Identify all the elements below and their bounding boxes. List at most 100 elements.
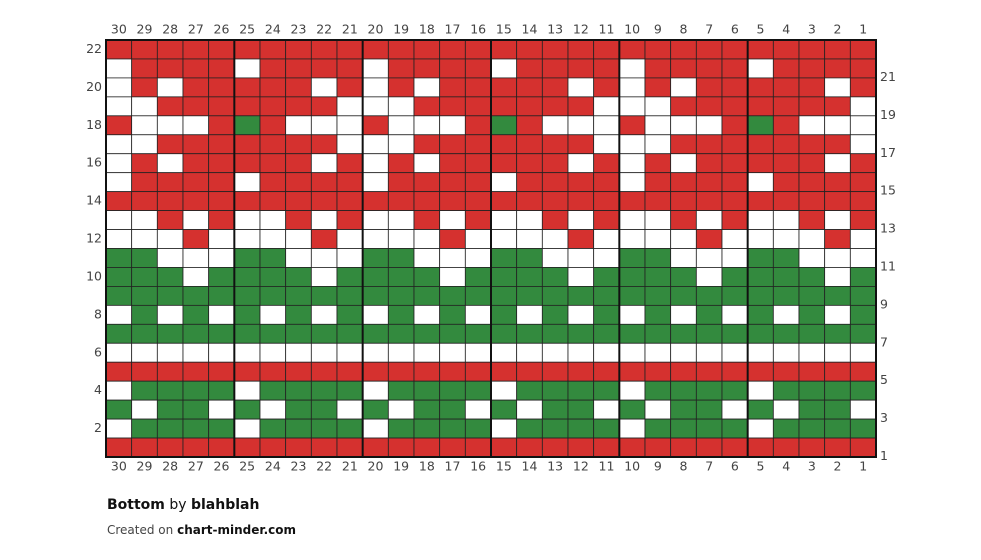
stitch-cell xyxy=(105,304,133,325)
stitch-cell xyxy=(413,153,441,174)
stitch-cell xyxy=(208,248,235,268)
stitch-cell xyxy=(695,115,723,136)
stitch-cell xyxy=(105,267,133,287)
stitch-cell xyxy=(618,96,646,117)
stitch-cell xyxy=(310,191,338,211)
column-number-bottom: 14 xyxy=(522,459,538,474)
stitch-cell xyxy=(593,115,620,136)
stitch-cell xyxy=(516,229,543,249)
stitch-cell xyxy=(721,361,749,382)
row-number: 3 xyxy=(880,410,888,425)
stitch-cell xyxy=(362,115,389,136)
stitch-cell xyxy=(670,96,697,117)
stitch-cell xyxy=(285,210,312,230)
stitch-cell xyxy=(721,191,749,211)
stitch-cell xyxy=(259,323,287,344)
stitch-cell xyxy=(464,437,492,458)
stitch-cell xyxy=(849,248,877,268)
stitch-cell xyxy=(490,286,518,306)
column-number-bottom: 17 xyxy=(445,459,461,474)
stitch-cell xyxy=(618,172,646,193)
stitch-cell xyxy=(208,77,235,98)
stitch-cell xyxy=(849,229,877,249)
stitch-cell xyxy=(772,323,800,344)
stitch-cell xyxy=(798,342,826,363)
stitch-cell xyxy=(208,323,235,344)
stitch-cell xyxy=(772,286,800,306)
column-number-top: 19 xyxy=(393,22,409,37)
column-number-top: 15 xyxy=(496,22,512,37)
stitch-cell xyxy=(747,323,774,344)
stitch-cell xyxy=(490,361,518,382)
stitch-cell xyxy=(156,361,184,382)
stitch-cell xyxy=(593,342,620,363)
row-number: 2 xyxy=(94,420,102,435)
stitch-cell xyxy=(310,323,338,344)
stitch-cell xyxy=(259,342,287,363)
stitch-cell xyxy=(310,380,338,401)
stitch-cell xyxy=(798,380,826,401)
stitch-cell xyxy=(824,229,851,249)
column-number-bottom: 2 xyxy=(834,459,842,474)
stitch-cell xyxy=(644,304,672,325)
column-number-bottom: 26 xyxy=(214,459,230,474)
stitch-cell xyxy=(182,229,210,249)
stitch-cell xyxy=(413,58,441,79)
stitch-cell xyxy=(670,153,697,174)
stitch-cell xyxy=(721,96,749,117)
stitch-cell xyxy=(618,248,646,268)
stitch-cell xyxy=(233,361,261,382)
stitch-cell xyxy=(516,172,543,193)
stitch-cell xyxy=(208,286,235,306)
stitch-cell xyxy=(182,399,210,420)
column-number-bottom: 27 xyxy=(188,459,204,474)
stitch-cell xyxy=(670,418,697,439)
stitch-cell xyxy=(593,77,620,98)
stitch-cell xyxy=(156,115,184,136)
stitch-cell xyxy=(208,96,235,117)
stitch-cell xyxy=(105,399,133,420)
stitch-cell xyxy=(644,248,672,268)
stitch-cell xyxy=(798,39,826,60)
row-number: 5 xyxy=(880,372,888,387)
stitch-cell xyxy=(182,248,210,268)
stitch-cell xyxy=(516,361,543,382)
stitch-cell xyxy=(593,399,620,420)
stitch-cell xyxy=(747,229,774,249)
row-number: 17 xyxy=(880,145,896,160)
stitch-cell xyxy=(233,229,261,249)
stitch-cell xyxy=(310,304,338,325)
stitch-cell xyxy=(824,437,851,458)
stitch-cell xyxy=(310,153,338,174)
stitch-cell xyxy=(259,286,287,306)
stitch-cell xyxy=(618,115,646,136)
site-link[interactable]: chart-minder.com xyxy=(177,523,296,537)
stitch-cell xyxy=(387,248,415,268)
stitch-cell xyxy=(824,304,851,325)
column-number-top: 9 xyxy=(654,22,662,37)
stitch-cell xyxy=(824,399,851,420)
stitch-cell xyxy=(156,437,184,458)
stitch-cell xyxy=(233,286,261,306)
stitch-cell xyxy=(182,418,210,439)
stitch-cell xyxy=(362,267,389,287)
stitch-cell xyxy=(593,304,620,325)
stitch-cell xyxy=(490,418,518,439)
stitch-cell xyxy=(156,191,184,211)
stitch-cell xyxy=(490,248,518,268)
stitch-cell xyxy=(772,77,800,98)
stitch-cell xyxy=(747,134,774,155)
stitch-cell xyxy=(670,172,697,193)
column-number-bottom: 11 xyxy=(599,459,615,474)
stitch-cell xyxy=(747,267,774,287)
stitch-cell xyxy=(618,153,646,174)
stitch-cell xyxy=(208,380,235,401)
column-number-bottom: 29 xyxy=(137,459,153,474)
column-number-top: 27 xyxy=(188,22,204,37)
stitch-cell xyxy=(208,229,235,249)
stitch-cell xyxy=(644,115,672,136)
stitch-cell xyxy=(644,286,672,306)
stitch-cell xyxy=(670,229,697,249)
stitch-cell xyxy=(593,191,620,211)
stitch-cell xyxy=(131,342,158,363)
